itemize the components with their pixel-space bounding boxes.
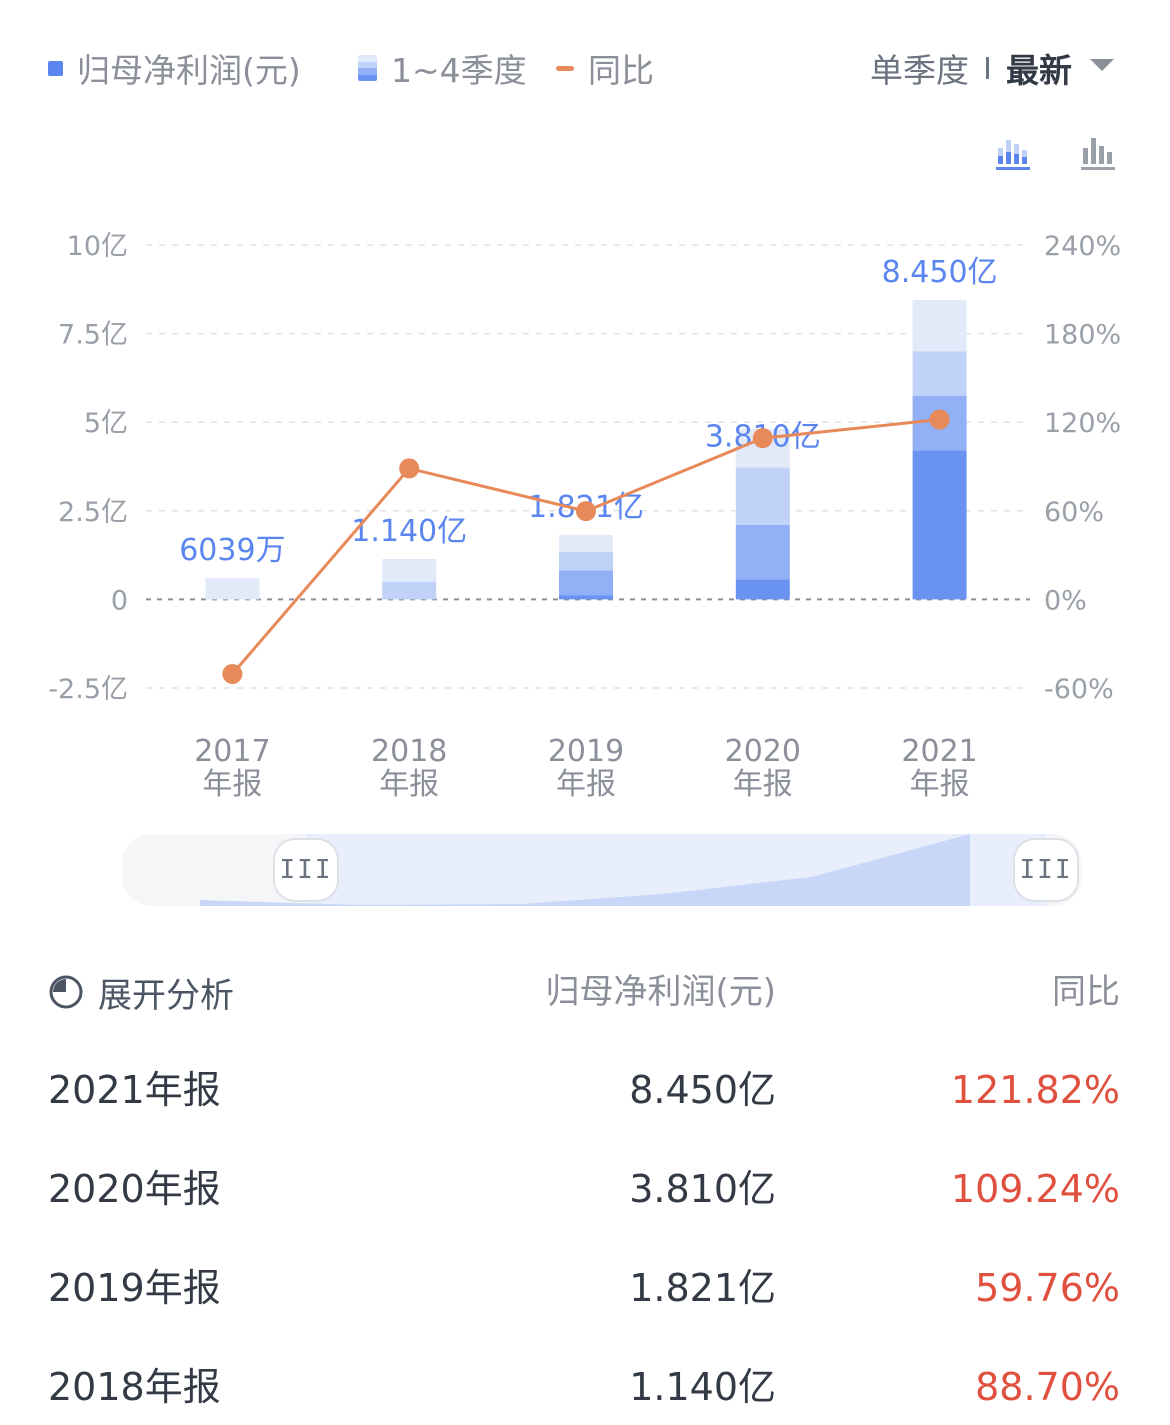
legend-net-profit-label: 归母净利润(元) [77,51,301,90]
y-right-tick-label: 60% [1044,497,1104,528]
table-row[interactable]: 2021年报 8.450亿 121.82% [48,1055,1120,1125]
period-select[interactable]: 单季度 最新 [870,44,1114,92]
bar-value-label: 8.450亿 [882,255,998,290]
y-right-tick-label: 180% [1044,320,1121,351]
y-right-tick-label: -60% [1044,674,1114,705]
bar-segment [912,351,967,396]
quarters-stack-swatch [358,55,377,81]
bar-segment [735,579,790,600]
y-left-tick-label: 5亿 [84,408,128,439]
y-left-tick-label: 2.5亿 [58,497,128,528]
x-tick-label: 2017 [194,734,270,769]
x-tick-label: 2020 [725,734,801,769]
x-tick-label: 年报 [910,767,970,802]
row-value: 1.821亿 [629,1266,776,1310]
right-handle-grip: III [1019,855,1073,885]
table-header: 展开分析 归母净利润(元) 同比 [48,962,1120,1022]
bar-segment [735,467,790,525]
bar-segment [559,551,613,571]
y-right-tick-label: 120% [1044,408,1121,439]
row-yoy: 121.82% [950,1068,1120,1112]
bar-segment [382,558,437,582]
slider-preview-area [200,834,970,906]
row-value: 3.810亿 [629,1167,776,1211]
yoy-point [576,501,596,522]
bar-value-label: 1.140亿 [351,514,467,549]
y-left-tick-label: -2.5亿 [48,674,128,705]
row-period: 2021年报 [48,1068,221,1112]
legend-quarters[interactable]: 1~4季度 [358,44,527,92]
expand-analysis-label: 展开分析 [98,975,234,1016]
bar-segment [912,299,967,352]
expand-analysis-button[interactable]: 展开分析 [48,962,234,1022]
col-header-net-profit: 归母净利润(元) [545,972,776,1012]
slider-left-handle[interactable]: III [273,838,339,902]
legend-yoy-label: 同比 [588,51,654,90]
stacked-bar-chart-icon[interactable] [996,134,1030,174]
chevron-down-icon[interactable] [1090,59,1114,71]
chart-legend: 归母净利润(元) 1~4季度 同比 [48,44,1128,92]
row-period: 2019年报 [48,1266,221,1310]
x-tick-label: 年报 [556,767,616,802]
bar-segment [912,450,967,600]
legend-net-profit[interactable]: 归母净利润(元) [48,44,301,92]
bar-segment [735,524,790,580]
y-left-tick-label: 10亿 [67,231,128,262]
net-profit-chart: 10亿 7.5亿 5亿 2.5亿 0 -2.5亿 240% 180% 120% 60% 0% -60%… [48,231,1121,802]
x-tick-label: 2021 [901,734,977,769]
slider-preview [200,834,970,906]
bar-chart-icon[interactable] [1081,134,1115,174]
table-row[interactable]: 2018年报 1.140亿 88.70% [48,1352,1120,1422]
row-value: 1.140亿 [629,1365,776,1409]
y-right-tick-label: 0% [1044,585,1087,616]
x-tick-label: 2018 [371,734,447,769]
bar-segment [559,534,613,552]
row-period: 2020年报 [48,1167,221,1211]
row-yoy: 59.76% [975,1266,1120,1310]
bar-segment [559,595,613,600]
yoy-point [399,458,420,479]
y-left-tick-label: 7.5亿 [58,320,128,351]
latest-option[interactable]: 最新 [1006,51,1072,90]
legend-quarters-label: 1~4季度 [391,51,527,90]
table-row[interactable]: 2019年报 1.821亿 59.76% [48,1253,1120,1323]
table-row[interactable]: 2020年报 3.810亿 109.24% [48,1154,1120,1224]
bar-segment [205,577,260,600]
x-tick-label: 年报 [379,767,439,802]
bar-value-label: 6039万 [179,533,285,568]
x-tick-label: 年报 [202,767,262,802]
single-quarter-option[interactable]: 单季度 [870,51,969,90]
x-tick-label: 年报 [733,767,793,802]
col-header-yoy: 同比 [1052,972,1120,1012]
yoy-point [222,663,243,684]
bar-segment [559,570,613,596]
y-right-tick-label: 240% [1044,231,1121,262]
pie-chart-icon [49,975,83,1009]
net-profit-swatch [48,60,63,76]
row-period: 2018年报 [48,1365,221,1409]
period-divider [986,57,989,79]
row-value: 8.450亿 [629,1068,776,1112]
legend-yoy[interactable]: 同比 [556,44,654,92]
row-yoy: 88.70% [975,1365,1120,1409]
left-handle-grip: III [279,855,333,885]
bar-segment [382,581,437,600]
row-yoy: 109.24% [950,1167,1120,1211]
y-left-tick-label: 0 [111,585,128,616]
x-tick-label: 2019 [548,734,624,769]
range-slider[interactable]: III III [122,834,1082,906]
yoy-point [929,409,950,430]
slider-right-handle[interactable]: III [1013,838,1079,902]
yoy-point [752,428,773,449]
yoy-line-swatch [556,65,574,71]
